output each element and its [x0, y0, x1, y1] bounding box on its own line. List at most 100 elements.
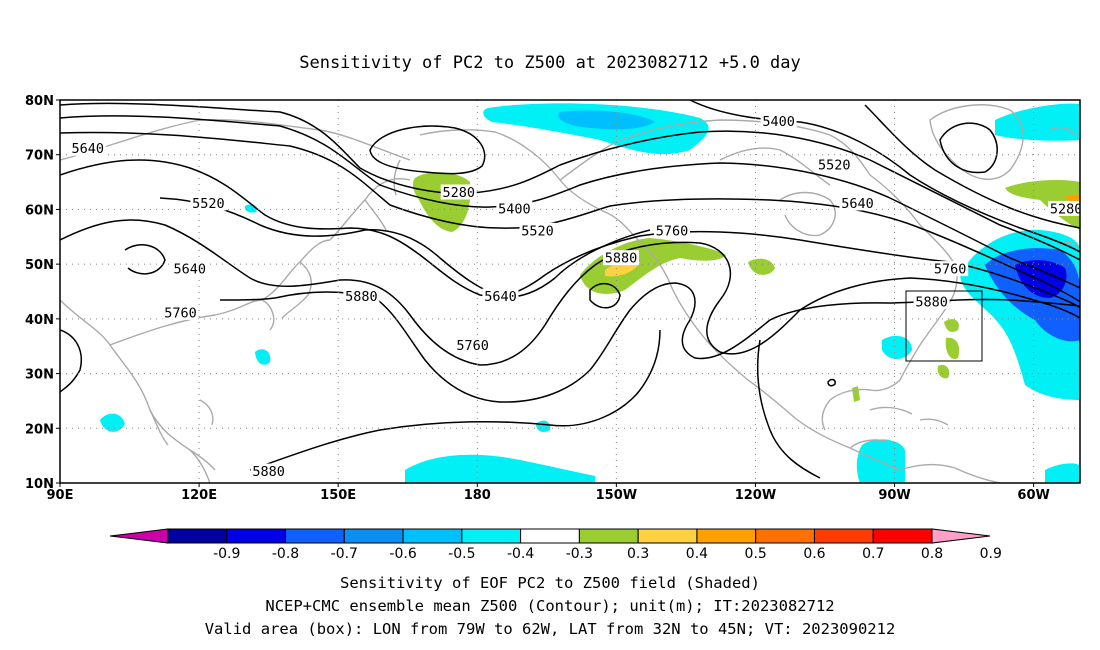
lat-tick-label: 20N	[25, 422, 54, 437]
contour-label: 5640	[484, 289, 517, 305]
shade-cyan-arctic	[483, 103, 709, 155]
contour-5280-east	[864, 104, 1080, 229]
colorbar-label: 0.6	[803, 546, 825, 562]
lat-tick-label: 50N	[25, 258, 54, 273]
contour-west-bay	[124, 244, 166, 275]
colorbar-swatch	[637, 528, 698, 544]
colorbar-label: -0.9	[213, 546, 240, 562]
coastline-canada-arctic	[559, 119, 871, 186]
shade-green-midwest	[748, 258, 775, 275]
lat-tick-label: 60N	[25, 203, 54, 218]
map-grid	[60, 100, 1080, 483]
colorbar-label: 0.3	[627, 546, 649, 562]
contour-5880-south	[249, 329, 661, 471]
colorbar-label: 0.5	[745, 546, 767, 562]
colorbar-swatch	[696, 528, 757, 544]
colorbar-swatch	[402, 528, 463, 544]
contour-label-bg	[932, 261, 969, 277]
contour-label-bg	[171, 261, 208, 277]
contour-row2	[60, 115, 1080, 289]
shade-blue-arctic	[558, 110, 655, 130]
shade-cyan-tropical-pacific	[405, 454, 595, 483]
contour-label: 5760	[456, 338, 489, 354]
shade-cyan-philippine	[255, 349, 271, 365]
contour-label: 5400	[498, 201, 531, 217]
lat-tick-label: 70N	[25, 149, 54, 164]
contour-5640-west	[60, 131, 1080, 303]
lon-tick-label: 120E	[181, 488, 217, 503]
contour-label-bg	[343, 288, 380, 304]
coastline-kamchatka	[364, 159, 401, 231]
shade-cyan-tropical-atlantic	[856, 439, 905, 483]
colorbar-label: -0.6	[389, 546, 416, 562]
caption-line-2: NCEP+CMC ensemble mean Z500 (Contour); u…	[265, 597, 834, 615]
contour-label: 5520	[818, 158, 851, 174]
contour-label-bg	[913, 293, 950, 309]
contour-label: 5760	[656, 223, 689, 239]
contour-label-bg	[1048, 200, 1080, 216]
coastline-south-america	[899, 463, 1001, 483]
colorbar-triangle-max	[931, 528, 991, 544]
coastline-north-america-east	[821, 174, 958, 431]
lon-tick-label: 150E	[320, 488, 356, 503]
colorbar-swatch	[813, 528, 874, 544]
colorbar: -0.9 -0.8 -0.7 -0.6 -0.5 -0.4 -0.3 0.3 0.4 0.5 0.6…	[109, 528, 1002, 562]
colorbar-swatch	[520, 528, 580, 544]
lon-tick-label: 150W	[596, 488, 637, 503]
shade-cyan-indian	[100, 413, 125, 432]
lat-tick-label: 80N	[25, 94, 54, 109]
colorbar-swatch	[226, 528, 287, 544]
contour-label-bg	[496, 200, 533, 216]
contour-label: 5640	[174, 262, 207, 278]
shade-cyan-tropical-east	[1045, 463, 1080, 483]
coastline-layer	[60, 104, 1080, 483]
coastline-north-america-west	[639, 241, 901, 471]
valid-area-box	[905, 290, 983, 362]
shade-green-canada-east	[1005, 180, 1080, 230]
colorbar-swatch	[578, 528, 639, 544]
contour-5880-gulf	[756, 339, 821, 479]
contour-label: 5880	[252, 464, 285, 480]
colorbar-label: 0.4	[686, 546, 708, 562]
contour-5520-trough	[159, 197, 651, 298]
colorbar-swatch	[285, 528, 345, 544]
shade-cyan-gulfstream	[882, 335, 912, 359]
shade-cyan-greenland	[995, 103, 1080, 141]
lat-tick-label: 40N	[25, 313, 54, 328]
longitude-axis: 90E 120E 150E 180 150W 120W 90W 60W	[47, 483, 1050, 503]
chart-title: Sensitivity of PC2 to Z500 at 2023082712…	[299, 53, 801, 73]
contour-label-bg	[603, 250, 639, 266]
plot-frame	[59, 99, 1081, 484]
contour-label: 5280	[442, 185, 475, 201]
colorbar-swatch	[461, 528, 522, 544]
shade-green-valid-box	[937, 319, 960, 379]
contour-label: 5640	[72, 141, 105, 157]
contour-5880-main	[219, 282, 1080, 403]
lat-tick-label: 10N	[25, 477, 54, 492]
colorbar-swatch	[343, 528, 404, 544]
caption-line-1: Sensitivity of EOF PC2 to Z500 field (Sh…	[340, 574, 760, 592]
contour-label: 5880	[915, 294, 948, 310]
coastline-caribbean	[849, 406, 949, 449]
contour-label: 5880	[345, 289, 378, 305]
colorbar-label: 0.8	[921, 546, 943, 562]
contour-label: 5640	[841, 196, 874, 212]
contour-5400-greenland-low	[939, 122, 998, 174]
lon-tick-label: 180	[464, 488, 491, 503]
contour-label-bg	[69, 140, 106, 156]
shade-orange-canada-east	[1066, 194, 1080, 202]
contour-label-bg	[162, 304, 199, 320]
colorbar-swatch	[872, 528, 933, 544]
contour-label-bg	[454, 337, 491, 353]
contour-label-bg	[654, 222, 690, 238]
lat-tick-label: 30N	[25, 368, 54, 383]
contour-label: 5520	[192, 196, 225, 212]
coastline-hudson	[779, 191, 836, 237]
contour-label: 5880	[605, 251, 638, 267]
colorbar-swatch	[755, 528, 815, 544]
colorbar-label: -0.3	[566, 546, 593, 562]
contour-label-bg	[760, 113, 797, 129]
colorbar-label: -0.5	[448, 546, 475, 562]
contour-label: 5520	[521, 223, 554, 239]
